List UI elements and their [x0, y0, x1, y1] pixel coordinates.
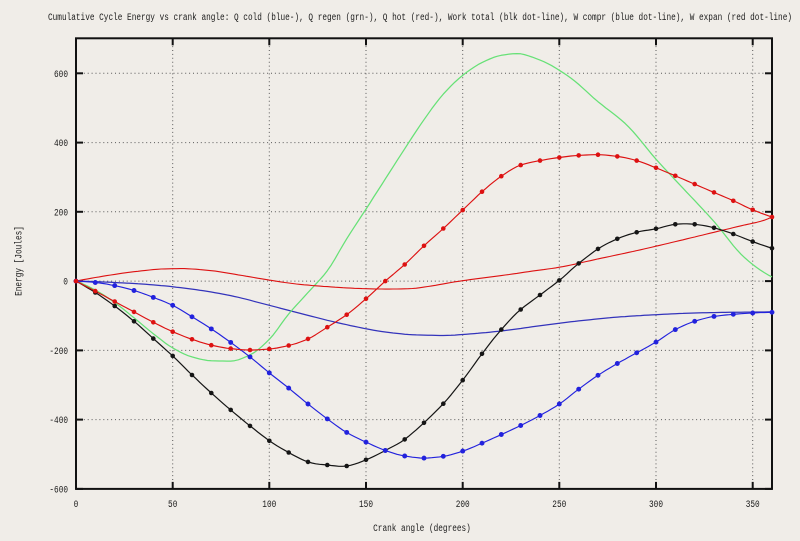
svg-text:-400: -400: [49, 416, 68, 427]
svg-text:250: 250: [552, 500, 566, 511]
svg-text:350: 350: [746, 500, 760, 511]
svg-text:-600: -600: [49, 486, 68, 497]
svg-text:-200: -200: [49, 347, 68, 358]
svg-text:50: 50: [168, 500, 177, 511]
svg-text:200: 200: [54, 208, 68, 219]
svg-text:100: 100: [262, 500, 276, 511]
svg-text:Energy [Joules]: Energy [Joules]: [14, 226, 26, 296]
svg-text:150: 150: [359, 500, 373, 511]
svg-text:200: 200: [456, 500, 470, 511]
svg-text:Cumulative Cycle Energy vs cra: Cumulative Cycle Energy vs crank angle: …: [48, 12, 792, 24]
svg-text:Crank angle (degrees): Crank angle (degrees): [373, 523, 471, 535]
svg-text:600: 600: [54, 70, 68, 81]
svg-text:0: 0: [63, 278, 68, 289]
svg-text:300: 300: [649, 500, 663, 511]
svg-text:400: 400: [54, 139, 68, 150]
svg-text:0: 0: [74, 500, 79, 511]
